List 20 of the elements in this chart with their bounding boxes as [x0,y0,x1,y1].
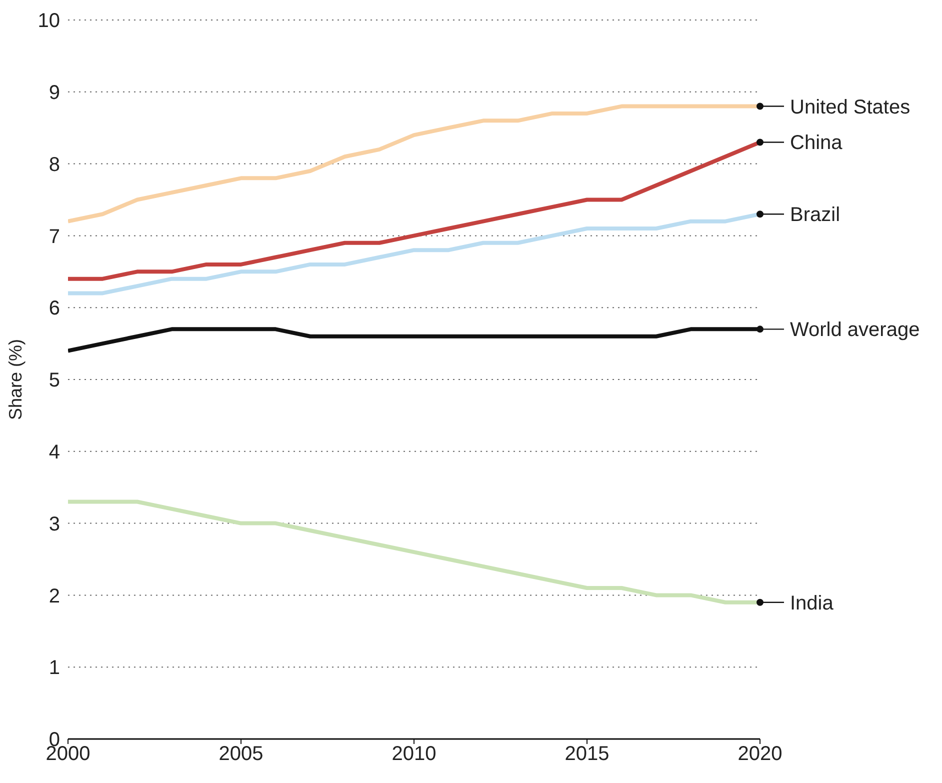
y-axis-title: Share (%) [5,338,26,420]
x-tick-label: 2020 [738,743,782,766]
x-tick-label: 2010 [392,743,436,766]
legend-label: India [790,592,834,614]
y-tick-label: 7 [48,226,60,248]
y-tick-label: 8 [48,154,60,176]
y-tick-label: 1 [48,657,60,680]
y-tick-label: 5 [48,370,60,392]
legend-label: Brazil [790,204,840,226]
y-tick-label: 10 [38,10,60,32]
legend-label: United States [790,96,910,118]
x-tick-label: 2005 [218,743,264,766]
legend-label: World average [790,319,920,342]
y-tick-label: 6 [48,298,60,320]
y-tick-label: 2 [48,585,60,608]
y-tick-label: 9 [48,82,60,104]
x-tick-label: 2015 [564,743,610,766]
y-tick-label: 4 [48,442,60,464]
y-tick-label: 3 [48,513,60,536]
legend-label: China [790,132,844,154]
